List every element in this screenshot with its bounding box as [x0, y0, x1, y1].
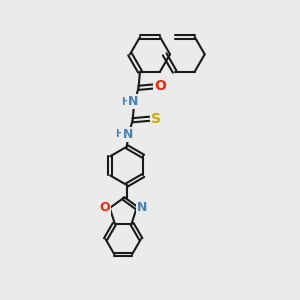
- Text: H: H: [121, 97, 129, 107]
- Text: N: N: [137, 201, 147, 214]
- Text: N: N: [122, 128, 133, 141]
- Text: O: O: [154, 80, 166, 93]
- Text: O: O: [99, 201, 110, 214]
- Text: S: S: [151, 112, 161, 126]
- Text: N: N: [128, 95, 139, 108]
- Text: H: H: [115, 129, 123, 139]
